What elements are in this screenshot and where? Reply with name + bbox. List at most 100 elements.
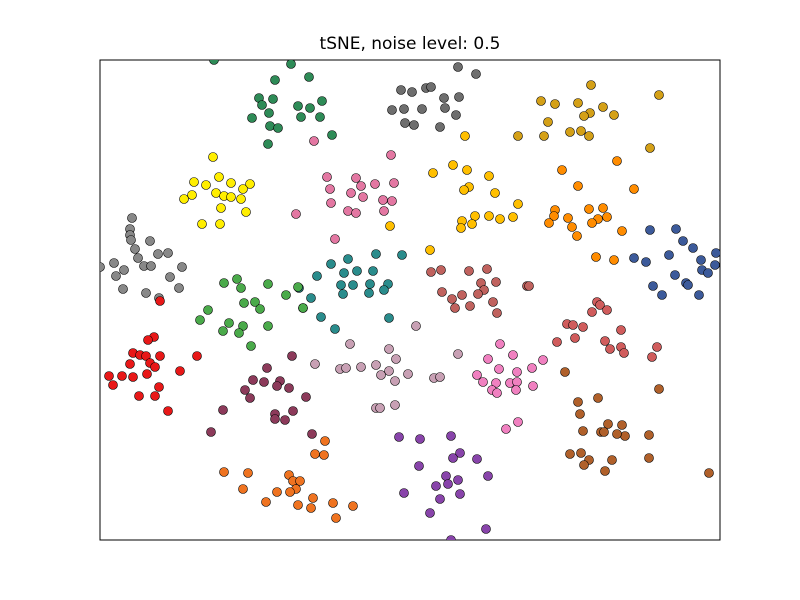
scatter-point [603, 419, 613, 429]
scatter-point [163, 406, 173, 416]
scatter-point [386, 150, 396, 160]
scatter-point [513, 131, 523, 141]
scatter-point [426, 267, 436, 277]
scatter-point [508, 350, 518, 360]
scatter-point [234, 328, 244, 338]
scatter-point [465, 301, 475, 311]
scatter-point [261, 497, 271, 507]
scatter-point [600, 336, 610, 346]
series-5 [291, 136, 399, 244]
scatter-point [281, 290, 291, 300]
scatter-point [576, 126, 586, 136]
series-14 [104, 296, 202, 416]
scatter-point [263, 139, 273, 149]
scatter-point [435, 372, 445, 382]
series-11 [426, 264, 534, 318]
scatter-point [268, 94, 278, 104]
scatter-point [435, 494, 445, 504]
series-16 [472, 339, 548, 434]
scatter-point [539, 131, 549, 141]
scatter-point [130, 244, 140, 254]
scatter-point [175, 366, 185, 376]
series-17 [206, 351, 317, 439]
scatter-point [570, 333, 580, 343]
scatter-point [565, 449, 575, 459]
scatter-point [155, 296, 165, 306]
scatter-point [239, 298, 249, 308]
scatter-point [437, 287, 447, 297]
series-20 [219, 436, 358, 523]
scatter-point [310, 359, 320, 369]
scatter-point [128, 372, 138, 382]
scatter-point [315, 112, 325, 122]
scatter-point [447, 294, 457, 304]
scatter-point [456, 223, 466, 233]
scatter-point [272, 381, 282, 391]
scatter-point [270, 75, 280, 85]
scatter-point [346, 188, 356, 198]
scatter-point [511, 385, 521, 395]
scatter-point [704, 468, 714, 478]
scatter-point [336, 280, 346, 290]
scatter-point [378, 195, 388, 205]
scatter-point [605, 344, 615, 354]
scatter-point [390, 376, 400, 386]
scatter-point [219, 467, 229, 477]
scatter-point [209, 60, 219, 65]
scatter-point [446, 535, 456, 540]
scatter-point [483, 354, 493, 364]
scatter-point [134, 391, 144, 401]
scatter-point [492, 308, 502, 318]
scatter-point [683, 280, 693, 290]
scatter-point [612, 429, 622, 439]
series-10 [294, 249, 407, 334]
scatter-point [326, 259, 336, 269]
scatter-point [584, 204, 594, 214]
scatter-point [711, 248, 720, 258]
scatter-point [417, 104, 427, 114]
scatter-point [629, 184, 639, 194]
scatter-point [694, 290, 704, 300]
scatter-point [384, 344, 394, 354]
scatter-point [245, 179, 255, 189]
scatter-point [306, 293, 316, 303]
scatter-point [224, 318, 234, 328]
scatter-point [550, 99, 560, 109]
scatter-point [368, 266, 378, 276]
scatter-point [528, 381, 538, 391]
scatter-point [460, 131, 470, 141]
scatter-point [426, 82, 436, 92]
scatter-point [118, 284, 128, 294]
scatter-point [414, 461, 424, 471]
scatter-point [262, 363, 272, 373]
scatter-point [358, 192, 368, 202]
scatter-point [538, 355, 548, 365]
scatter-point [247, 113, 257, 123]
scatter-point [591, 252, 601, 262]
scatter-point [250, 297, 260, 307]
scatter-point [316, 312, 326, 322]
scatter-point [495, 339, 505, 349]
scatter-point [671, 224, 681, 234]
series-15 [310, 321, 463, 413]
scatter-point [573, 397, 583, 407]
scatter-point [293, 500, 303, 510]
scatter-point [544, 218, 554, 228]
scatter-point [341, 363, 351, 373]
scatter-point [459, 185, 469, 195]
scatter-point [328, 498, 338, 508]
scatter-point [317, 96, 327, 106]
scatter-point [232, 274, 242, 284]
scatter-point [598, 203, 608, 213]
scatter-point [295, 476, 305, 486]
scatter-point [296, 112, 306, 122]
scatter-point [214, 172, 224, 182]
scatter-point [478, 377, 488, 387]
scatter-point [620, 431, 630, 441]
scatter-point [165, 272, 175, 282]
scatter-point [385, 221, 395, 231]
scatter-point [494, 364, 504, 374]
scatter-point [384, 366, 394, 376]
series-13 [552, 297, 662, 362]
scatter-point [513, 199, 523, 209]
